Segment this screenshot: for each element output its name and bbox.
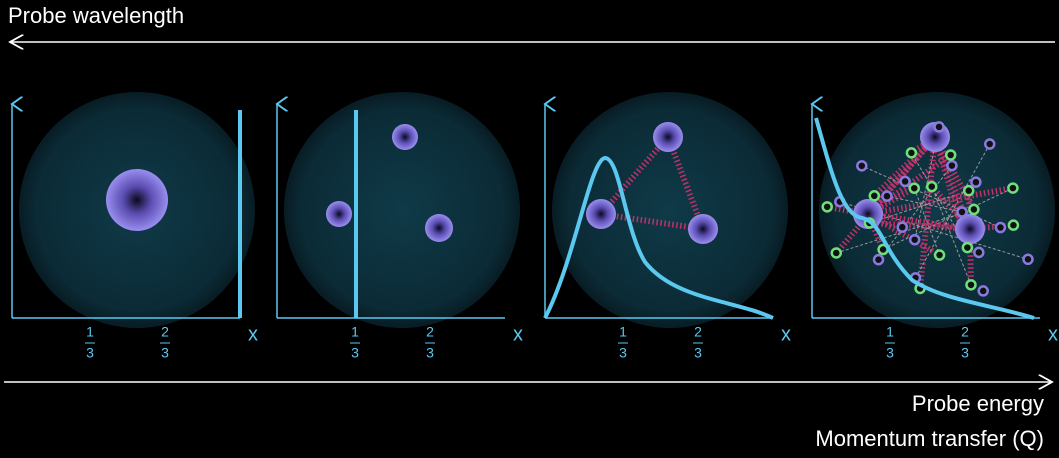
sea-quark (874, 255, 883, 264)
sea-quark (1024, 255, 1033, 264)
sea-quark (985, 140, 994, 149)
x-axis-label: x (1048, 323, 1058, 345)
tick-numerator: 2 (694, 324, 702, 340)
panels: x 1 3 2 3 x 1 3 2 3 x 1 3 2 3 x 1 3 2 3 (12, 92, 1058, 361)
panel: x 1 3 2 3 (277, 92, 523, 361)
sea-quark (996, 223, 1005, 232)
tick-denominator: 3 (426, 345, 434, 361)
sea-quark (882, 192, 891, 201)
sea-quark (927, 182, 936, 191)
x-axis-label: x (248, 323, 258, 345)
diagram: Probe wavelength Probe energy Momentum t… (0, 0, 1059, 458)
tick-numerator: 1 (886, 324, 894, 340)
sea-quark (979, 286, 988, 295)
sea-quark (971, 178, 980, 187)
tick-denominator: 3 (86, 345, 94, 361)
sea-quark (910, 235, 919, 244)
sea-quark (857, 161, 866, 170)
tick-denominator: 3 (694, 345, 702, 361)
tick-denominator: 3 (351, 345, 359, 361)
top-label: Probe wavelength (8, 3, 184, 28)
sea-quark (1008, 184, 1017, 193)
sea-quark (935, 122, 944, 131)
tick-denominator: 3 (886, 345, 894, 361)
tick-numerator: 1 (619, 324, 627, 340)
bottom-label: Momentum transfer (Q) (815, 426, 1044, 451)
sea-quark (832, 248, 841, 257)
sea-quark (1009, 221, 1018, 230)
tick-numerator: 1 (351, 324, 359, 340)
x-axis-label: x (513, 323, 523, 345)
sea-quark (969, 205, 978, 214)
sea-quark (964, 186, 973, 195)
sea-quark (823, 202, 832, 211)
quark (955, 214, 985, 244)
sea-quark (963, 243, 972, 252)
tick-numerator: 2 (961, 324, 969, 340)
sea-quark (946, 150, 955, 159)
sea-quark (958, 208, 967, 217)
sea-quark (907, 148, 916, 157)
sea-quark (947, 161, 956, 170)
sea-quark (898, 223, 907, 232)
tick-numerator: 2 (426, 324, 434, 340)
quark (106, 169, 168, 231)
tick-denominator: 3 (619, 345, 627, 361)
sea-quark (901, 177, 910, 186)
quark (586, 199, 616, 229)
panel: x 1 3 2 3 (12, 92, 258, 361)
panel: x 1 3 2 3 (545, 92, 791, 361)
quark (653, 122, 683, 152)
tick-denominator: 3 (161, 345, 169, 361)
sea-quark (966, 280, 975, 289)
bottom-label: Probe energy (912, 391, 1044, 416)
quark (425, 214, 453, 242)
tick-denominator: 3 (961, 345, 969, 361)
panel: x 1 3 2 3 (812, 92, 1058, 361)
x-axis-label: x (781, 323, 791, 345)
sea-quark (935, 251, 944, 260)
tick-numerator: 2 (161, 324, 169, 340)
sea-quark (910, 184, 919, 193)
quark (688, 214, 718, 244)
sea-quark (974, 248, 983, 257)
quark (392, 124, 418, 150)
tick-numerator: 1 (86, 324, 94, 340)
quark (326, 201, 352, 227)
sea-quark (870, 191, 879, 200)
